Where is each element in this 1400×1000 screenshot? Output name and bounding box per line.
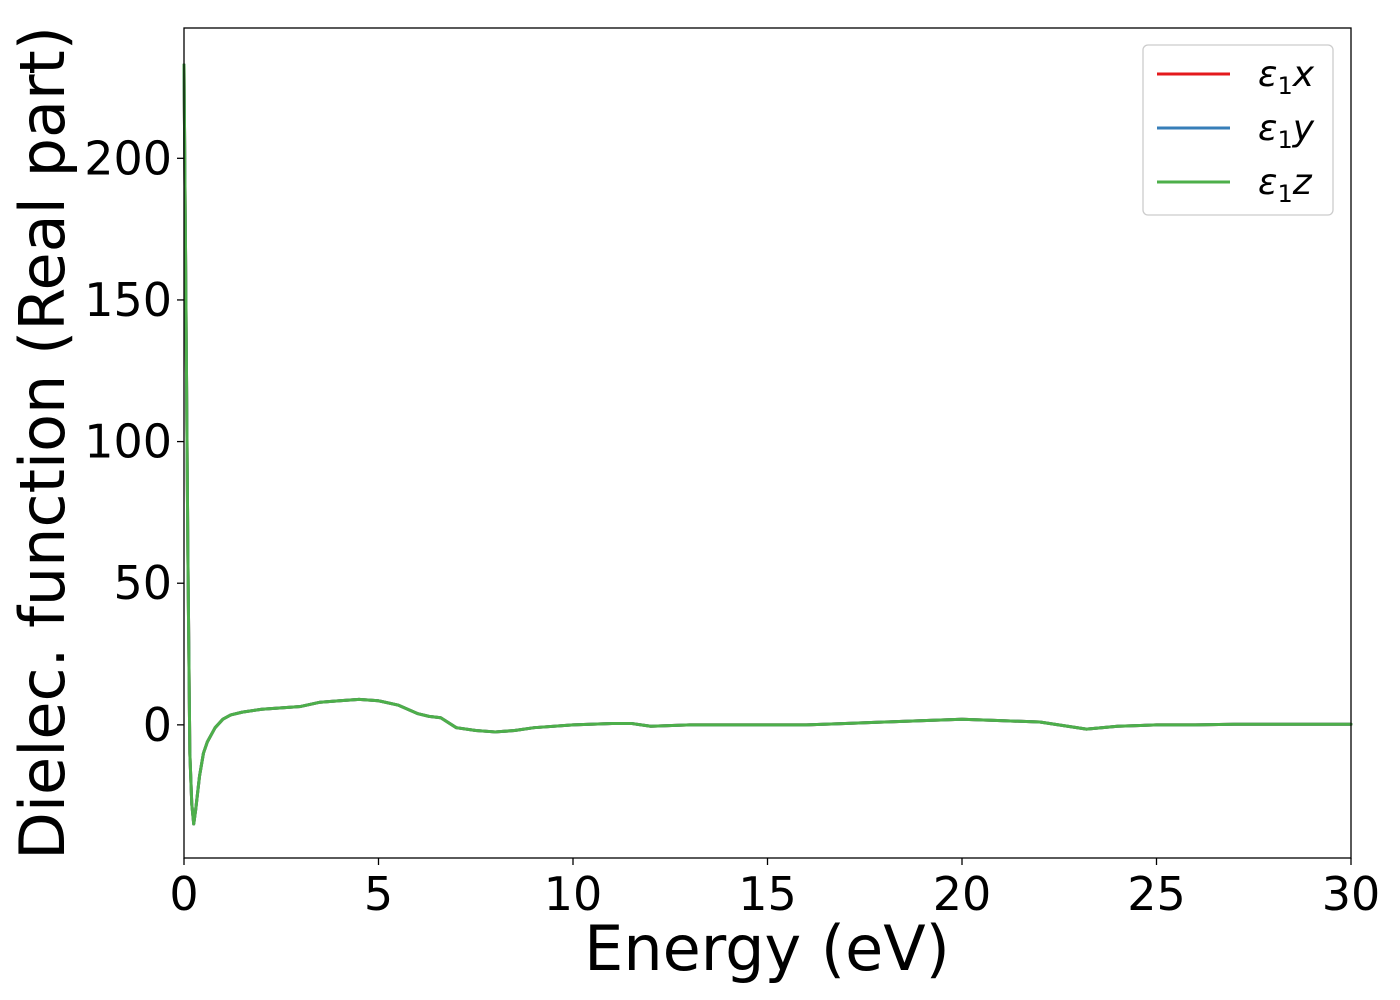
- x-tick-label: 10: [544, 867, 603, 921]
- y-tick-label: 150: [84, 273, 172, 327]
- legend-label-x: ε1x: [1258, 54, 1315, 100]
- ticks-layer: 0 5 10 15 20 25 30 0 50 100 150 200: [84, 131, 1380, 921]
- legend-label-variable: y: [1292, 108, 1315, 149]
- legend-label-y: ε1y: [1258, 108, 1315, 154]
- y-tick-label: 50: [113, 556, 172, 610]
- series-line-z: [182, 63, 1353, 826]
- y-axis-label: Dielec. function (Real part): [6, 26, 79, 860]
- series-layer: [182, 63, 1353, 826]
- legend-label-subscript: 1: [1277, 180, 1292, 208]
- x-axis-label: Energy (eV): [584, 912, 950, 985]
- legend-label-variable: z: [1292, 162, 1313, 203]
- x-tick-label: 30: [1322, 867, 1381, 921]
- legend-label-variable: x: [1292, 54, 1315, 95]
- x-tick-label: 5: [364, 867, 393, 921]
- legend-label-subscript: 1: [1277, 126, 1292, 154]
- x-tick-label: 25: [1127, 867, 1186, 921]
- legend-label-base: ε: [1258, 108, 1277, 149]
- x-tick-label: 15: [738, 867, 797, 921]
- x-tick-label: 0: [169, 867, 198, 921]
- y-tick-label: 0: [143, 698, 172, 752]
- legend-label-base: ε: [1258, 162, 1277, 203]
- y-tick-label: 200: [84, 131, 172, 185]
- legend-label-subscript: 1: [1277, 72, 1292, 100]
- legend-label-base: ε: [1258, 54, 1277, 95]
- x-tick-label: 20: [933, 867, 992, 921]
- legend-label-z: ε1z: [1258, 162, 1313, 208]
- y-tick-label: 100: [84, 415, 172, 469]
- legend-frame: [1142, 44, 1334, 216]
